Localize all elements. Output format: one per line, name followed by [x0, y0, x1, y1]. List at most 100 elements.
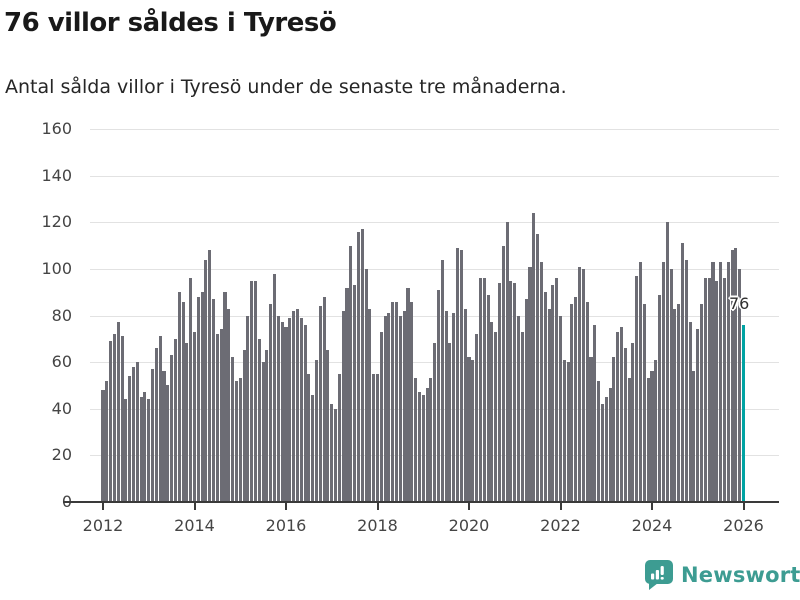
bar — [547, 308, 551, 502]
gridline — [90, 315, 779, 317]
bar — [112, 334, 116, 502]
bar — [650, 371, 654, 502]
bar — [570, 303, 574, 502]
bar — [490, 322, 494, 502]
bar — [105, 380, 109, 502]
x-axis-tick-label: 2026 — [723, 516, 764, 535]
x-axis-tick — [742, 503, 745, 510]
bar — [364, 268, 368, 502]
bar — [334, 408, 338, 502]
bar — [406, 287, 410, 502]
bar — [238, 378, 242, 502]
y-axis-tick-label: 140 — [41, 165, 72, 185]
bar — [536, 233, 540, 502]
bar — [166, 385, 170, 502]
bar — [212, 299, 216, 502]
bar — [170, 355, 174, 502]
bar — [593, 324, 597, 502]
bar — [688, 322, 692, 502]
x-axis-tick-label: 2014 — [174, 516, 215, 535]
bar — [543, 292, 547, 502]
bar — [456, 247, 460, 502]
bar — [261, 362, 265, 502]
bar — [330, 404, 334, 502]
bar — [696, 329, 700, 502]
bar — [311, 394, 315, 502]
bar — [589, 357, 593, 502]
gridline — [90, 268, 779, 270]
bar — [177, 292, 181, 502]
bar — [482, 278, 486, 502]
bar — [135, 362, 139, 502]
x-axis-tick — [559, 503, 562, 510]
bar — [139, 397, 143, 502]
bar — [642, 303, 646, 502]
bar — [444, 310, 448, 502]
bar — [124, 399, 128, 502]
x-axis-line — [63, 501, 779, 503]
bar — [600, 404, 604, 502]
newsworthy-logo: Newsworthy — [644, 558, 800, 592]
bar — [189, 278, 193, 502]
bar — [436, 289, 441, 502]
bar — [646, 378, 650, 502]
bar — [265, 350, 269, 502]
bar — [246, 315, 250, 502]
bar — [131, 366, 136, 502]
bar — [608, 387, 612, 502]
y-axis-tick-label: 80 — [51, 305, 72, 325]
bar — [654, 359, 658, 502]
bar — [147, 399, 151, 502]
bar — [128, 376, 132, 502]
bar — [486, 294, 490, 502]
bar — [120, 336, 124, 502]
bar — [677, 303, 681, 502]
bar — [497, 282, 502, 502]
x-axis-tick — [376, 503, 379, 510]
bar — [539, 261, 543, 502]
bar — [101, 390, 105, 502]
bar — [192, 331, 197, 502]
bar — [669, 268, 673, 502]
bar — [349, 245, 353, 502]
bar — [280, 322, 284, 502]
bar — [558, 315, 563, 502]
bar — [722, 278, 726, 502]
bar — [208, 250, 212, 502]
bar — [276, 315, 280, 502]
bar — [231, 357, 235, 502]
bar — [665, 222, 669, 502]
y-axis-tick-label: 120 — [41, 212, 72, 232]
bar — [429, 378, 433, 502]
bar — [215, 334, 219, 502]
bar — [360, 229, 364, 502]
bar — [227, 308, 231, 502]
y-axis-tick-label: 100 — [41, 258, 72, 278]
bar — [341, 310, 345, 502]
bar — [402, 310, 406, 502]
bar — [154, 348, 158, 502]
bar — [692, 371, 696, 502]
bar — [181, 301, 185, 502]
bar — [635, 275, 639, 502]
bar — [604, 397, 608, 502]
bar — [673, 308, 677, 502]
bar — [616, 331, 620, 502]
x-axis-tick-label: 2022 — [540, 516, 581, 535]
bar — [288, 317, 292, 502]
x-axis-tick-label: 2018 — [357, 516, 398, 535]
bar — [532, 212, 536, 502]
bar — [383, 315, 387, 502]
bar — [658, 294, 662, 502]
bar — [715, 280, 719, 502]
bar — [158, 336, 162, 502]
bar — [250, 280, 254, 502]
bar — [524, 299, 528, 502]
bar — [314, 359, 319, 502]
bar — [421, 394, 425, 502]
bar — [368, 308, 372, 502]
bar — [200, 292, 204, 502]
bar — [173, 338, 177, 502]
y-axis-tick-label: 60 — [51, 352, 72, 372]
bar — [162, 371, 166, 502]
